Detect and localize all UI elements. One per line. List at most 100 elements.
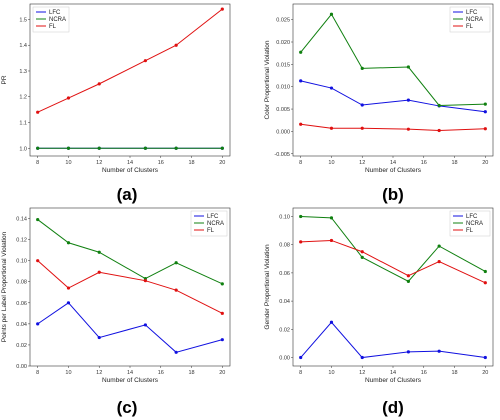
y-tick-label: 0.000 [276, 129, 290, 135]
data-point-lfc [437, 349, 441, 353]
data-point-lfc [220, 338, 224, 342]
x-tick-label: 8 [299, 370, 302, 376]
data-point-ncra [174, 146, 178, 150]
y-tick-label: 1.0 [19, 146, 27, 152]
data-point-lfc [97, 335, 101, 340]
x-tick-label: 12 [359, 370, 365, 376]
x-axis-title: Number of Clusters [102, 377, 159, 384]
data-point-ncra [66, 241, 71, 245]
data-point-ncra [329, 216, 334, 220]
x-tick-label: 20 [482, 160, 488, 166]
y-tick-label: 1.1 [19, 121, 27, 127]
data-point-lfc [360, 355, 364, 360]
y-tick-label: 0.08 [16, 280, 27, 286]
legend-label-lfc: LFC [466, 214, 478, 220]
y-tick-label: 0.04 [279, 299, 290, 305]
x-tick-label: 14 [390, 160, 396, 166]
y-tick-label: 0.00 [16, 364, 27, 370]
data-point-ncra [97, 146, 101, 150]
data-point-ncra [406, 279, 410, 283]
data-point-ncra [220, 282, 224, 286]
x-tick-label: 20 [482, 370, 488, 376]
x-tick-label: 20 [219, 370, 225, 376]
panel-caption: (c) [117, 398, 138, 417]
y-tick-label: 0.00 [279, 356, 290, 362]
data-point-fl [360, 126, 364, 130]
y-tick-label: 1.3 [19, 69, 27, 75]
data-point-ncra [299, 214, 303, 219]
data-point-fl [143, 279, 147, 283]
y-tick-label: 1.5 [19, 17, 27, 23]
data-point-ncra [437, 103, 441, 108]
x-tick-label: 18 [451, 370, 457, 376]
series-line-lfc [300, 321, 486, 359]
data-point-lfc [66, 301, 71, 305]
data-point-fl [36, 259, 40, 263]
legend-label-fl: FL [207, 228, 215, 234]
data-point-fl [66, 96, 71, 100]
y-tick-label: 0.005 [276, 107, 290, 113]
legend-box [190, 210, 228, 237]
x-tick-label: 10 [65, 160, 71, 166]
series-line-fl [300, 239, 486, 284]
data-point-ncra [437, 244, 441, 248]
data-point-ncra [36, 146, 40, 150]
y-tick-label: 0.06 [16, 301, 27, 307]
y-tick-label: 1.2 [19, 95, 27, 101]
legend-box [32, 6, 70, 33]
y-tick-label: 1.4 [19, 43, 27, 49]
x-tick-label: 10 [65, 370, 71, 376]
data-point-lfc [360, 103, 364, 107]
data-point-ncra [143, 146, 147, 150]
chart-panel-2: 8 10 12 14 16 18 20 -0.005 0.000 0.005 0.010 0.015 0… [264, 3, 494, 204]
data-point-fl [66, 286, 71, 290]
legend-label-ncra: NCRA [207, 221, 224, 227]
data-point-ncra [483, 269, 487, 274]
data-point-ncra [220, 146, 224, 150]
y-tick-label: 0.06 [279, 271, 290, 277]
chart-panel-1: 8 10 12 14 16 18 20 1.0 1.1 1.2 1.3 1.4 1.5 Number of… [1, 3, 231, 204]
y-axis-title: PR [1, 75, 8, 84]
series-line-ncra [300, 215, 486, 282]
data-point-ncra [483, 102, 487, 106]
data-point-lfc [406, 98, 410, 102]
legend-label-ncra: NCRA [466, 221, 483, 227]
x-axis-title: Number of Clusters [365, 377, 422, 384]
x-tick-label: 18 [188, 160, 194, 166]
data-point-fl [329, 126, 334, 130]
legend-label-fl: FL [466, 24, 474, 30]
series-line-ncra [300, 13, 486, 106]
series-line-lfc [37, 302, 223, 353]
panel-caption: (b) [382, 185, 404, 204]
y-tick-label: 0.020 [276, 40, 290, 46]
y-tick-label: 0.02 [16, 343, 27, 349]
x-tick-label: 14 [127, 160, 133, 166]
x-tick-label: 10 [328, 160, 334, 166]
y-tick-label: 0.010 [276, 85, 290, 91]
series-line-fl [300, 123, 486, 132]
x-tick-label: 20 [219, 160, 225, 166]
data-point-fl [220, 7, 224, 11]
legend-label-lfc: LFC [207, 214, 219, 220]
data-point-ncra [66, 146, 71, 150]
y-axis-title: Color Proportional Violation [264, 40, 271, 119]
data-point-lfc [36, 322, 40, 326]
x-tick-label: 18 [188, 370, 194, 376]
x-axis-title: Number of Clusters [102, 167, 159, 174]
y-tick-label: 0.12 [16, 238, 27, 244]
x-tick-label: 8 [299, 160, 302, 166]
x-tick-label: 8 [36, 160, 39, 166]
series-line-ncra [37, 219, 223, 285]
series-line-fl [37, 260, 223, 314]
x-axis-title: Number of Clusters [365, 167, 422, 174]
data-point-fl [406, 127, 410, 131]
x-tick-label: 14 [390, 370, 396, 376]
data-point-lfc [299, 79, 303, 83]
x-tick-label: 12 [96, 160, 102, 166]
legend-label-fl: FL [49, 24, 57, 30]
data-point-fl [97, 82, 101, 86]
